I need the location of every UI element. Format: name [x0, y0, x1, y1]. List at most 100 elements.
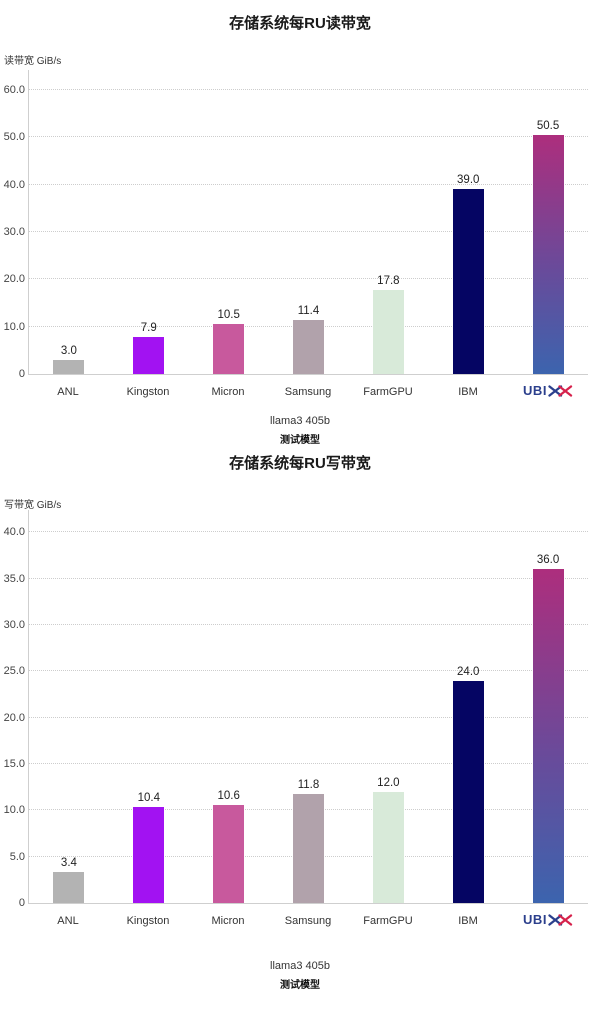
- bar-slot-anl: 3.4: [29, 510, 109, 903]
- bar-value-label: 11.8: [297, 778, 320, 791]
- bar-slot-farmgpu: 17.8: [348, 70, 428, 374]
- category-label: Kingston: [126, 915, 170, 927]
- bar-value-label: 11.4: [297, 305, 320, 318]
- y-tick-label: 15.0: [3, 757, 25, 770]
- y-tick-label: 40.0: [3, 526, 25, 539]
- x-axis-footer-caption: 测试模型: [280, 980, 320, 991]
- x-label-anl: ANL: [28, 911, 108, 929]
- x-label-ubix: UBI: [508, 382, 588, 400]
- gridline-25: [29, 670, 588, 672]
- bar-ubix: [532, 569, 564, 903]
- y-tick-label: 35.0: [3, 572, 25, 585]
- x-label-samsung: Samsung: [268, 911, 348, 929]
- bar-slot-kingston: 10.4: [109, 510, 189, 903]
- bar-kingston: [133, 806, 165, 903]
- read-bandwidth-chart: 存储系统每RU读带宽 读带宽 GiB/s 0 10.0 20.0 30.0 40.0 50…: [0, 0, 600, 448]
- y-tick-label: 5.0: [9, 850, 25, 863]
- bar-value-label: 12.0: [377, 776, 400, 789]
- bar-ubix: [532, 134, 564, 374]
- bar-samsung: [293, 793, 324, 903]
- y-tick-label: 40.0: [3, 178, 25, 191]
- bar-slot-samsung: 11.4: [269, 70, 349, 374]
- ubix-double-x-icon: [548, 913, 573, 926]
- bar-anl: [53, 871, 85, 903]
- bars-row: 3.0 7.9 10.5 11.4 17.8 39.0 50.5: [29, 70, 588, 374]
- x-axis-footer-model: llama3 405b: [270, 960, 330, 972]
- bar-samsung: [293, 320, 324, 374]
- category-label: Kingston: [126, 386, 170, 398]
- y-tick-label: 20.0: [3, 273, 25, 286]
- category-label: ANL: [57, 915, 79, 927]
- x-label-farmgpu: FarmGPU: [348, 382, 428, 400]
- bar-value-label: 39.0: [457, 174, 480, 187]
- gridline-60: [29, 88, 588, 90]
- x-label-ibm: IBM: [428, 382, 508, 400]
- x-label-samsung: Samsung: [268, 382, 348, 400]
- bar-value-label: 17.8: [377, 274, 400, 287]
- bar-slot-micron: 10.5: [189, 70, 269, 374]
- ubix-logo-text: UBI: [523, 383, 547, 398]
- category-label: Samsung: [284, 915, 332, 927]
- y-tick-label: 60.0: [3, 83, 25, 96]
- bar-micron: [213, 324, 245, 374]
- plot-area: 0 10.0 20.0 30.0 40.0 50.0 60.0 3.0 7.9 10.5 11.4 1…: [4, 70, 588, 380]
- x-axis-footer-model: llama3 405b: [270, 415, 330, 427]
- bar-slot-anl: 3.0: [29, 70, 109, 374]
- bar-slot-kingston: 7.9: [109, 70, 189, 374]
- x-label-ubix: UBI: [508, 911, 588, 929]
- y-tick-label: 20.0: [3, 711, 25, 724]
- plot-area: 0 5.0 10.0 15.0 20.0 25.0 30.0 35.0 40.0 3.4 10.4 1…: [4, 510, 588, 909]
- x-label-farmgpu: FarmGPU: [348, 911, 428, 929]
- bar-slot-ubix: 36.0: [508, 510, 588, 903]
- write-bandwidth-chart: 存储系统每RU写带宽 写带宽 GiB/s 0 5.0 10.0 15.0 20.0 25.…: [0, 448, 600, 1009]
- chart-title: 存储系统每RU写带宽: [229, 455, 371, 472]
- ubix-double-x-icon: [548, 384, 573, 397]
- bar-slot-ibm: 24.0: [428, 510, 508, 903]
- category-label: IBM: [458, 386, 478, 398]
- bar-farmgpu: [372, 289, 404, 374]
- x-axis-footer-caption: 测试模型: [280, 435, 320, 446]
- category-label: Samsung: [284, 386, 332, 398]
- category-label: FarmGPU: [363, 915, 413, 927]
- ubix-logo: UBI: [523, 383, 573, 398]
- y-axis-label: 读带宽 GiB/s: [4, 56, 62, 67]
- bar-value-label: 24.0: [457, 665, 480, 678]
- bar-value-label: 10.6: [217, 789, 240, 802]
- y-tick-label: 30.0: [3, 225, 25, 238]
- y-axis-label: 写带宽 GiB/s: [4, 500, 62, 511]
- bar-anl: [53, 359, 85, 374]
- y-tick-label: 50.0: [3, 131, 25, 144]
- y-tick-label: 10.0: [3, 320, 25, 333]
- gridline-30: [29, 230, 588, 232]
- category-label: Micron: [211, 386, 245, 398]
- bar-ibm: [452, 680, 484, 903]
- bars-row: 3.4 10.4 10.6 11.8 12.0 24.0 36.0: [29, 510, 588, 903]
- x-axis-labels: ANL Kingston Micron Samsung FarmGPU IBM UBI: [28, 382, 588, 400]
- category-label: Micron: [211, 915, 245, 927]
- x-label-ibm: IBM: [428, 911, 508, 929]
- y-tick-label: 10.0: [3, 804, 25, 817]
- gridline-40: [29, 183, 588, 185]
- gridline-50: [29, 136, 588, 138]
- gridline-40: [29, 531, 588, 533]
- gridline-15: [29, 762, 588, 764]
- bar-value-label: 10.4: [137, 791, 160, 804]
- bar-slot-ubix: 50.5: [508, 70, 588, 374]
- bar-value-label: 7.9: [140, 321, 157, 334]
- bar-value-label: 3.0: [60, 344, 77, 357]
- bar-slot-micron: 10.6: [189, 510, 269, 903]
- bar-ibm: [452, 189, 484, 374]
- x-label-anl: ANL: [28, 382, 108, 400]
- y-tick-label: 0: [18, 897, 25, 909]
- y-tick-label: 30.0: [3, 618, 25, 631]
- x-axis-labels: ANL Kingston Micron Samsung FarmGPU IBM UBI: [28, 911, 588, 929]
- bar-value-label: 36.0: [536, 554, 560, 567]
- ubix-logo: UBI: [523, 912, 573, 927]
- bar-micron: [213, 804, 245, 903]
- category-label: ANL: [57, 386, 79, 398]
- bar-slot-farmgpu: 12.0: [348, 510, 428, 903]
- x-label-micron: Micron: [188, 382, 268, 400]
- x-label-kingston: Kingston: [108, 382, 188, 400]
- bar-value-label: 10.5: [217, 309, 240, 322]
- gridline-20: [29, 278, 588, 280]
